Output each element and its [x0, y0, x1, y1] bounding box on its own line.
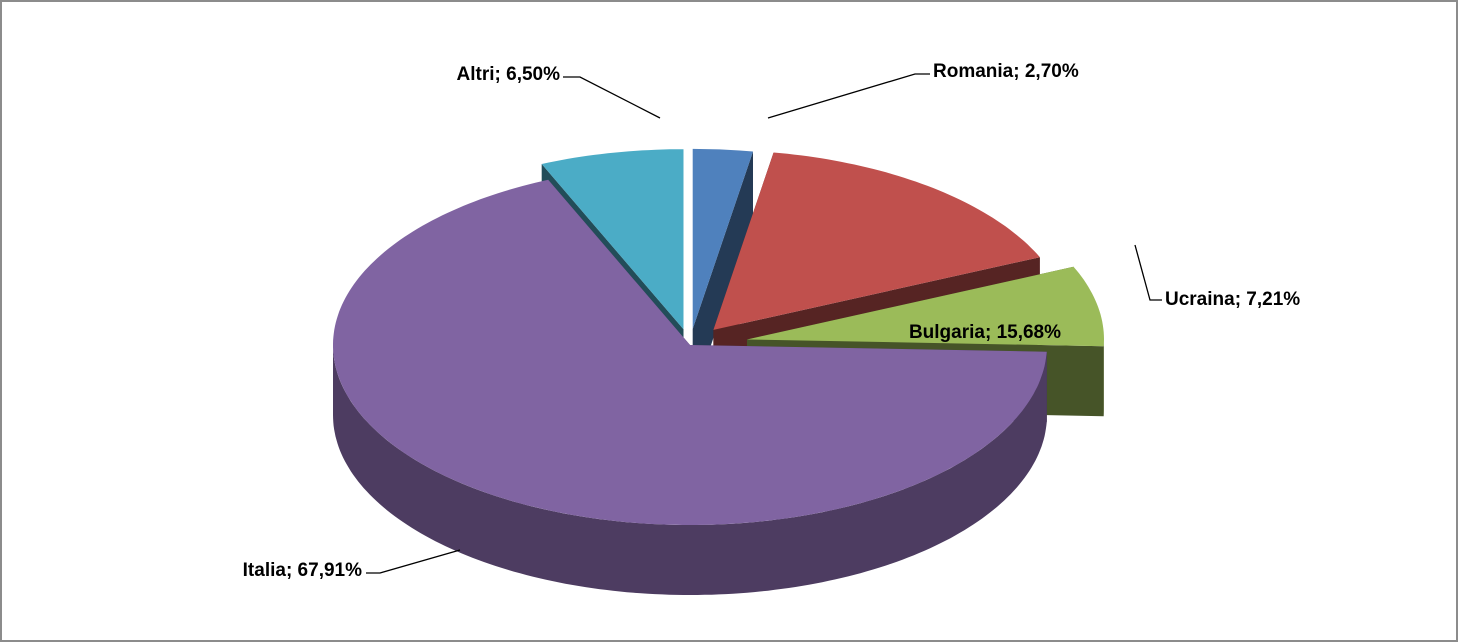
slice	[541, 149, 684, 330]
leader-line	[563, 76, 661, 119]
leader-line	[1134, 244, 1162, 301]
slice-wall	[333, 345, 1047, 595]
slice	[747, 266, 1104, 347]
slice-side	[692, 151, 753, 399]
slice	[692, 148, 753, 329]
leader-line	[366, 549, 461, 574]
leader-line	[767, 73, 930, 119]
data-label: Altri; 6,50%	[457, 64, 561, 85]
data-label: Romania; 2,70%	[933, 61, 1079, 82]
slice	[333, 179, 1047, 526]
data-label: Italia; 67,91%	[243, 560, 362, 581]
slice	[713, 152, 1040, 330]
data-label: Bulgaria; 15,68%	[909, 322, 1061, 343]
data-label: Ucraina; 7,21%	[1165, 289, 1300, 310]
